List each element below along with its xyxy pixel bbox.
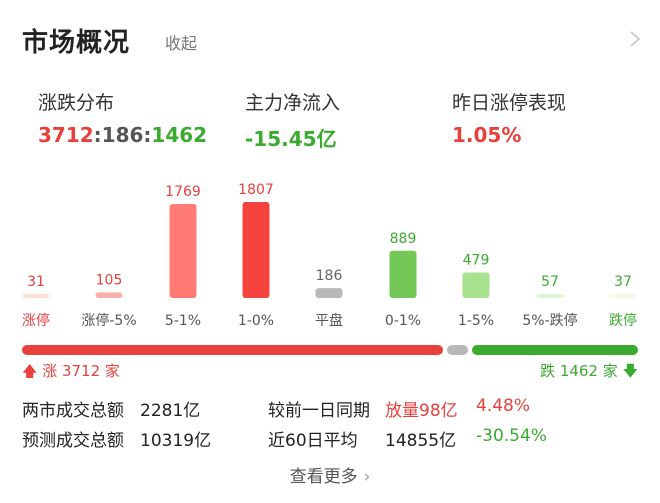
header: 市场概况 收起 bbox=[0, 0, 660, 80]
stat-distribution-value: 3712:186:1462 bbox=[38, 123, 207, 147]
compare-label: 较前一日同期 bbox=[268, 401, 370, 421]
chart-category-label: 涨停-5% bbox=[81, 312, 136, 329]
stat-yesterday-limitup[interactable]: 昨日涨停表现 1.05% bbox=[452, 88, 566, 147]
chart-category-label: 平盘 bbox=[315, 312, 343, 329]
breadth-counts: 🡅 涨 3712 家 跌 1462 家 🡇 bbox=[0, 360, 660, 380]
chart-bar bbox=[242, 202, 270, 298]
chart-category-label: 1-5% bbox=[458, 313, 494, 329]
chart-category-label: 1-0% bbox=[238, 313, 274, 329]
chart-bar bbox=[389, 250, 417, 298]
forecast-label: 预测成交总额 bbox=[22, 431, 124, 451]
stats-row: 涨跌分布 3712:186:1462 主力净流入 -15.45亿 昨日涨停表现 … bbox=[0, 88, 660, 158]
stat-yesterday-limitup-value: 1.05% bbox=[452, 123, 522, 147]
up-count-value: 3712 bbox=[38, 123, 94, 147]
forecast-row: 预测成交总额 10319亿 近60日平均 14855亿 -30.54% bbox=[0, 426, 660, 451]
stat-main-flow[interactable]: 主力净流入 -15.45亿 bbox=[245, 88, 340, 152]
stat-distribution[interactable]: 涨跌分布 3712:186:1462 bbox=[38, 88, 207, 147]
chart-bar bbox=[169, 204, 197, 298]
distribution-chart-svg: 31 涨停 105 涨停-5% 1769 5-1% 1807 1-0% 186 平盘 889 0-1%… bbox=[22, 182, 637, 329]
breadth-bar-flat bbox=[447, 345, 469, 355]
stat-distribution-label: 涨跌分布 bbox=[38, 92, 115, 114]
chart-data-label: 31 bbox=[27, 274, 45, 290]
chevron-right-icon: › bbox=[363, 467, 371, 487]
chart-category-label: 跌停 bbox=[609, 312, 637, 329]
up-count-label: 涨 3712 家 bbox=[42, 362, 120, 380]
chart-data-label: 1807 bbox=[238, 182, 274, 198]
flat-count-value: 186 bbox=[101, 123, 144, 147]
stat-main-flow-label: 主力净流入 bbox=[245, 92, 341, 114]
view-more-label: 查看更多 bbox=[289, 467, 358, 487]
arrow-up-icon: 🡅 bbox=[22, 362, 38, 380]
compare-pct: 4.48% bbox=[476, 396, 531, 416]
chart-bar bbox=[22, 294, 50, 298]
separator: : bbox=[93, 123, 102, 147]
avg60-value: 14855亿 bbox=[385, 431, 457, 451]
down-count-label: 跌 1462 家 bbox=[540, 362, 618, 380]
down-count: 跌 1462 家 🡇 bbox=[540, 360, 638, 386]
chart-data-label: 186 bbox=[316, 268, 343, 284]
chart-bar bbox=[536, 294, 564, 298]
chart-bar bbox=[462, 272, 490, 298]
turnover-value: 2281亿 bbox=[140, 401, 201, 421]
compare-value: 放量98亿 bbox=[385, 401, 458, 421]
chart-data-label: 479 bbox=[463, 253, 490, 269]
breadth-bar bbox=[22, 345, 638, 355]
chart-category-label: 0-1% bbox=[385, 313, 421, 329]
separator: : bbox=[143, 123, 152, 147]
arrow-down-icon: 🡇 bbox=[622, 362, 638, 380]
chart-bar bbox=[95, 292, 123, 298]
chart-data-label: 57 bbox=[541, 274, 559, 290]
chevron-right-icon[interactable] bbox=[629, 30, 641, 48]
chart-data-label: 889 bbox=[390, 231, 417, 247]
stat-yesterday-limitup-label: 昨日涨停表现 bbox=[452, 92, 567, 114]
breadth-bar-down bbox=[472, 345, 638, 355]
collapse-button[interactable]: 收起 bbox=[165, 34, 198, 53]
chart-bar bbox=[315, 288, 343, 298]
turnover-row: 两市成交总额 2281亿 较前一日同期 放量98亿 4.48% bbox=[0, 396, 660, 421]
page-title: 市场概况 bbox=[22, 28, 131, 58]
chart-bar bbox=[609, 294, 637, 298]
chart-data-label: 1769 bbox=[165, 184, 201, 200]
avg60-pct: -30.54% bbox=[476, 426, 547, 446]
forecast-value: 10319亿 bbox=[140, 431, 212, 451]
avg60-label: 近60日平均 bbox=[268, 431, 358, 451]
chart-category-label: 5%-跌停 bbox=[522, 312, 577, 329]
turnover-label: 两市成交总额 bbox=[22, 401, 124, 421]
chart-category-label: 5-1% bbox=[165, 313, 201, 329]
view-more-button[interactable]: 查看更多 › bbox=[0, 462, 660, 487]
down-count-value: 1462 bbox=[151, 123, 208, 147]
breadth-bar-up bbox=[22, 345, 444, 355]
chart-data-label: 105 bbox=[96, 272, 123, 288]
distribution-chart: 31 涨停 105 涨停-5% 1769 5-1% 1807 1-0% 186 平盘 889 0-1%… bbox=[0, 172, 660, 342]
chart-category-label: 涨停 bbox=[22, 312, 50, 329]
chart-data-label: 37 bbox=[614, 274, 632, 290]
stat-main-flow-value: -15.45亿 bbox=[245, 127, 337, 151]
up-count: 🡅 涨 3712 家 bbox=[22, 360, 120, 386]
